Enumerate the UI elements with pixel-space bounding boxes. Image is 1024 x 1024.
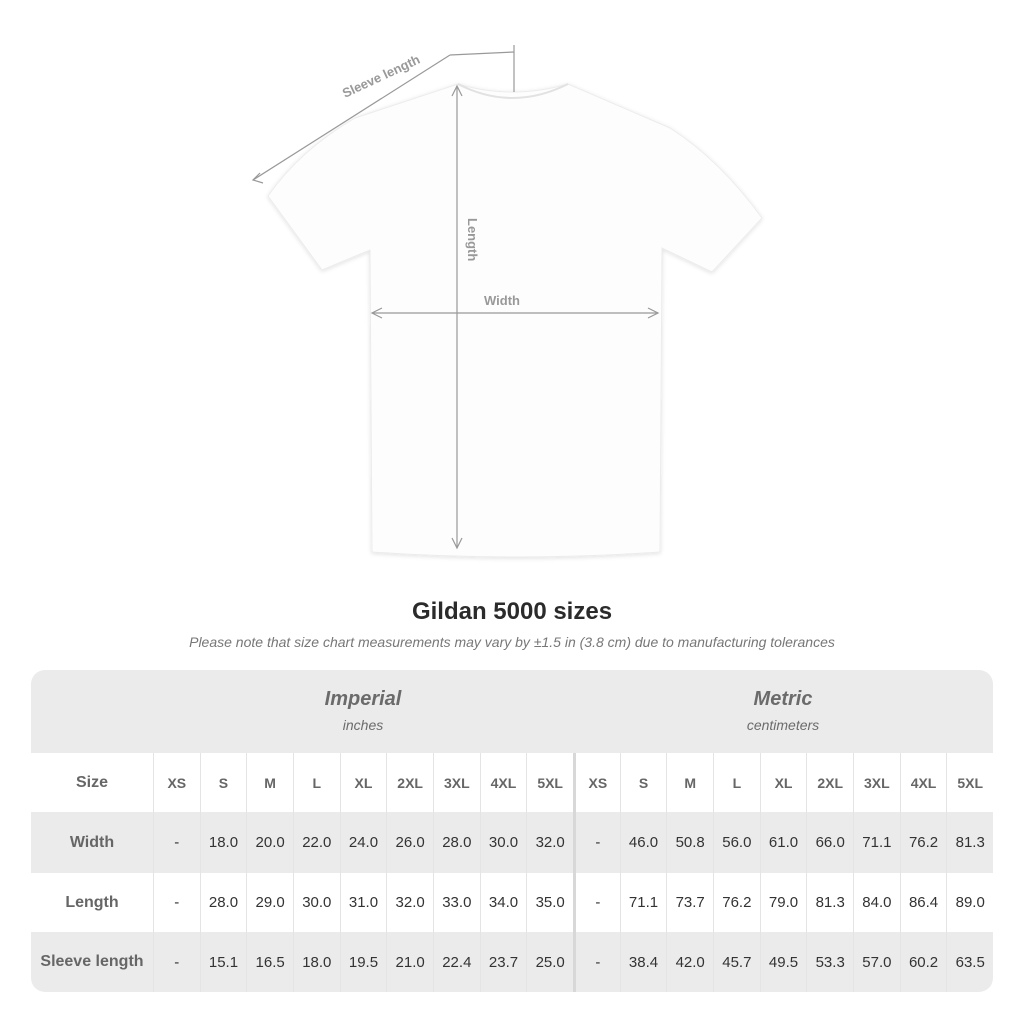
size-imperial-2xl: 2XL	[386, 753, 433, 812]
metric-value: 45.7	[713, 932, 760, 992]
imperial-value: 35.0	[526, 873, 573, 932]
metric-value: 79.0	[759, 873, 807, 932]
metric-value: 60.2	[899, 932, 947, 992]
size-imperial-m: M	[246, 753, 293, 812]
metric-value: 81.3	[946, 812, 993, 873]
size-metric-xs: XS	[573, 753, 620, 812]
imperial-value: 18.0	[292, 932, 340, 992]
tolerance-note: Please note that size chart measurements…	[189, 634, 835, 650]
unit-header: Imperial inches Metric centimeters	[31, 670, 993, 753]
imperial-value: 28.0	[432, 812, 480, 873]
metric-value: 50.8	[666, 812, 713, 873]
size-metric-2xl: 2XL	[806, 753, 853, 812]
imperial-value: 20.0	[246, 812, 293, 873]
imperial-label: Imperial	[324, 688, 402, 710]
imperial-value: 28.0	[199, 873, 247, 932]
metric-value: 86.4	[899, 873, 947, 932]
table-row: Length -28.0 29.0 30.0 31.0 32.0 33.0 34.0 35.0-…	[31, 873, 993, 932]
metric-value: 76.2	[899, 812, 947, 873]
size-imperial-5xl: 5XL	[526, 753, 573, 812]
size-metric-l: L	[713, 753, 760, 812]
imperial-value: 29.0	[246, 873, 293, 932]
metric-value: 89.0	[946, 873, 993, 932]
metric-value: 53.3	[806, 932, 853, 992]
imperial-value: -	[152, 873, 200, 932]
metric-value: 66.0	[806, 812, 853, 873]
imperial-value: 22.4	[432, 932, 480, 992]
row-label: Sleeve length	[40, 953, 144, 970]
table-row: Sleeve length -15.1 16.5 18.0 19.5 21.0 22.4 23…	[31, 932, 993, 992]
metric-unit: centimeters	[746, 717, 820, 733]
chart-title: Gildan 5000 sizes	[411, 598, 613, 625]
imperial-value: -	[152, 932, 200, 992]
size-metric-5xl: 5XL	[946, 753, 993, 812]
size-metric-4xl: 4XL	[899, 753, 947, 812]
metric-header: Metric centimeters	[573, 688, 993, 733]
imperial-value: 32.0	[526, 812, 573, 873]
size-metric-3xl: 3XL	[853, 753, 900, 812]
metric-value: 38.4	[619, 932, 667, 992]
imperial-value: 30.0	[479, 812, 527, 873]
imperial-value: 23.7	[479, 932, 527, 992]
imperial-value: -	[152, 812, 200, 873]
size-metric-s: S	[619, 753, 667, 812]
imperial-value: 15.1	[199, 932, 247, 992]
imperial-value: 18.0	[199, 812, 247, 873]
imperial-value: 32.0	[386, 873, 433, 932]
imperial-value: 30.0	[292, 873, 340, 932]
imperial-value: 21.0	[386, 932, 433, 992]
metric-value: -	[573, 932, 620, 992]
imperial-header: Imperial inches	[153, 688, 573, 733]
imperial-value: 26.0	[386, 812, 433, 873]
size-metric-m: M	[666, 753, 713, 812]
size-imperial-s: S	[199, 753, 247, 812]
imperial-value: 16.5	[246, 932, 293, 992]
metric-value: 76.2	[713, 873, 760, 932]
metric-label: Metric	[753, 688, 813, 710]
tshirt-diagram: Sleeve length Length Width	[251, 45, 763, 558]
metric-value: 63.5	[946, 932, 993, 992]
imperial-value: 33.0	[432, 873, 480, 932]
metric-value: 73.7	[666, 873, 713, 932]
metric-value: 56.0	[713, 812, 760, 873]
length-label: Length	[465, 218, 480, 261]
metric-value: 42.0	[666, 932, 713, 992]
imperial-value: 22.0	[292, 812, 340, 873]
row-label: Width	[69, 833, 115, 851]
metric-value: 81.3	[806, 873, 853, 932]
metric-value: -	[573, 812, 620, 873]
imperial-unit: inches	[342, 717, 384, 733]
size-table: Imperial inches Metric centimeters Size X…	[31, 670, 993, 992]
metric-value: 49.5	[759, 932, 807, 992]
metric-value: 61.0	[759, 812, 807, 873]
metric-value: -	[573, 873, 620, 932]
size-imperial-xs: XS	[152, 753, 200, 812]
size-label: Size	[75, 773, 108, 791]
imperial-value: 25.0	[526, 932, 573, 992]
size-imperial-l: L	[292, 753, 340, 812]
table-row: Width -18.0 20.0 22.0 24.0 26.0 28.0 30.0 32.0-4…	[31, 812, 993, 873]
metric-value: 57.0	[853, 932, 900, 992]
size-imperial-4xl: 4XL	[479, 753, 527, 812]
row-label: Length	[65, 893, 119, 911]
metric-value: 84.0	[853, 873, 900, 932]
imperial-value: 19.5	[339, 932, 387, 992]
sleeve-measure-line	[252, 54, 451, 181]
size-header-row: Size XS S M L XL 2XL 3XL 4XL 5XL XS S M L XL 2XL 3XL 4XL 5…	[31, 753, 993, 812]
metric-value: 71.1	[853, 812, 900, 873]
metric-value: 46.0	[619, 812, 667, 873]
metric-value: 71.1	[619, 873, 667, 932]
imperial-value: 31.0	[339, 873, 387, 932]
size-imperial-xl: XL	[339, 753, 387, 812]
width-label: Width	[484, 293, 520, 308]
sleeve-length-label: Sleeve length	[340, 52, 422, 101]
imperial-value: 34.0	[479, 873, 527, 932]
tshirt-shape	[267, 83, 763, 558]
size-metric-xl: XL	[759, 753, 807, 812]
imperial-value: 24.0	[339, 812, 387, 873]
size-imperial-3xl: 3XL	[432, 753, 480, 812]
